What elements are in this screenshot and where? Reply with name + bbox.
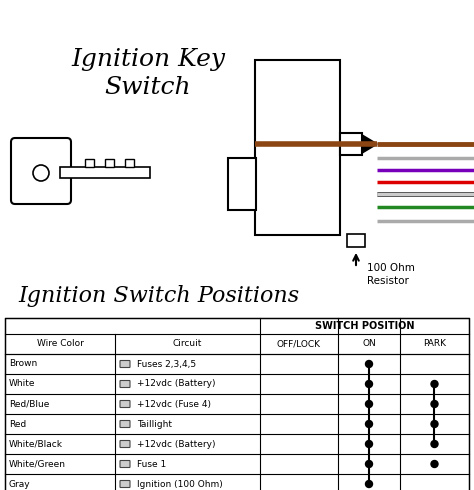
Text: Red/Blue: Red/Blue: [9, 399, 49, 409]
Text: PARK: PARK: [423, 340, 446, 348]
Text: Fuse 1: Fuse 1: [137, 460, 166, 468]
Bar: [125, 159, 134, 167]
Text: White: White: [9, 379, 36, 389]
Circle shape: [365, 361, 373, 368]
Circle shape: [33, 165, 49, 181]
Circle shape: [365, 441, 373, 447]
Circle shape: [365, 420, 373, 427]
FancyBboxPatch shape: [120, 461, 130, 467]
FancyBboxPatch shape: [120, 420, 130, 427]
Text: Wire Color: Wire Color: [36, 340, 83, 348]
Text: Ignition (100 Ohm): Ignition (100 Ohm): [137, 480, 223, 489]
Bar: [228, 158, 256, 210]
Polygon shape: [362, 135, 377, 153]
Bar: [255, 60, 340, 235]
Bar: [105, 159, 114, 167]
Text: +12vdc (Fuse 4): +12vdc (Fuse 4): [137, 399, 211, 409]
Circle shape: [365, 381, 373, 388]
Text: 100 Ohm
Resistor: 100 Ohm Resistor: [367, 263, 415, 286]
Circle shape: [365, 400, 373, 408]
Text: White/Black: White/Black: [9, 440, 63, 448]
Circle shape: [431, 441, 438, 447]
Circle shape: [431, 420, 438, 427]
Text: Brown: Brown: [9, 360, 37, 368]
FancyBboxPatch shape: [11, 138, 71, 204]
Text: OFF/LOCK: OFF/LOCK: [277, 340, 321, 348]
Text: Taillight: Taillight: [137, 419, 172, 428]
Circle shape: [431, 461, 438, 467]
Text: Fuses 2,3,4,5: Fuses 2,3,4,5: [137, 360, 196, 368]
Circle shape: [431, 381, 438, 388]
Text: SWITCH POSITION: SWITCH POSITION: [315, 321, 414, 331]
FancyBboxPatch shape: [120, 441, 130, 447]
FancyBboxPatch shape: [120, 361, 130, 368]
Text: +12vdc (Battery): +12vdc (Battery): [137, 440, 216, 448]
Text: Ignition Key
Switch: Ignition Key Switch: [71, 48, 225, 99]
Bar: [5, 318, 469, 490]
Bar: [60, 167, 150, 178]
Bar: [347, 234, 365, 247]
Text: Red: Red: [9, 419, 26, 428]
Circle shape: [365, 481, 373, 488]
Bar: [340, 133, 362, 155]
Text: ON: ON: [362, 340, 376, 348]
Text: White/Green: White/Green: [9, 460, 66, 468]
Text: Gray: Gray: [9, 480, 31, 489]
FancyBboxPatch shape: [120, 400, 130, 408]
FancyBboxPatch shape: [120, 481, 130, 488]
Text: Ignition Switch Positions: Ignition Switch Positions: [18, 285, 299, 307]
Circle shape: [431, 400, 438, 408]
Text: +12vdc (Battery): +12vdc (Battery): [137, 379, 216, 389]
Text: Circuit: Circuit: [173, 340, 202, 348]
Circle shape: [365, 461, 373, 467]
FancyBboxPatch shape: [120, 381, 130, 388]
Bar: [85, 159, 94, 167]
